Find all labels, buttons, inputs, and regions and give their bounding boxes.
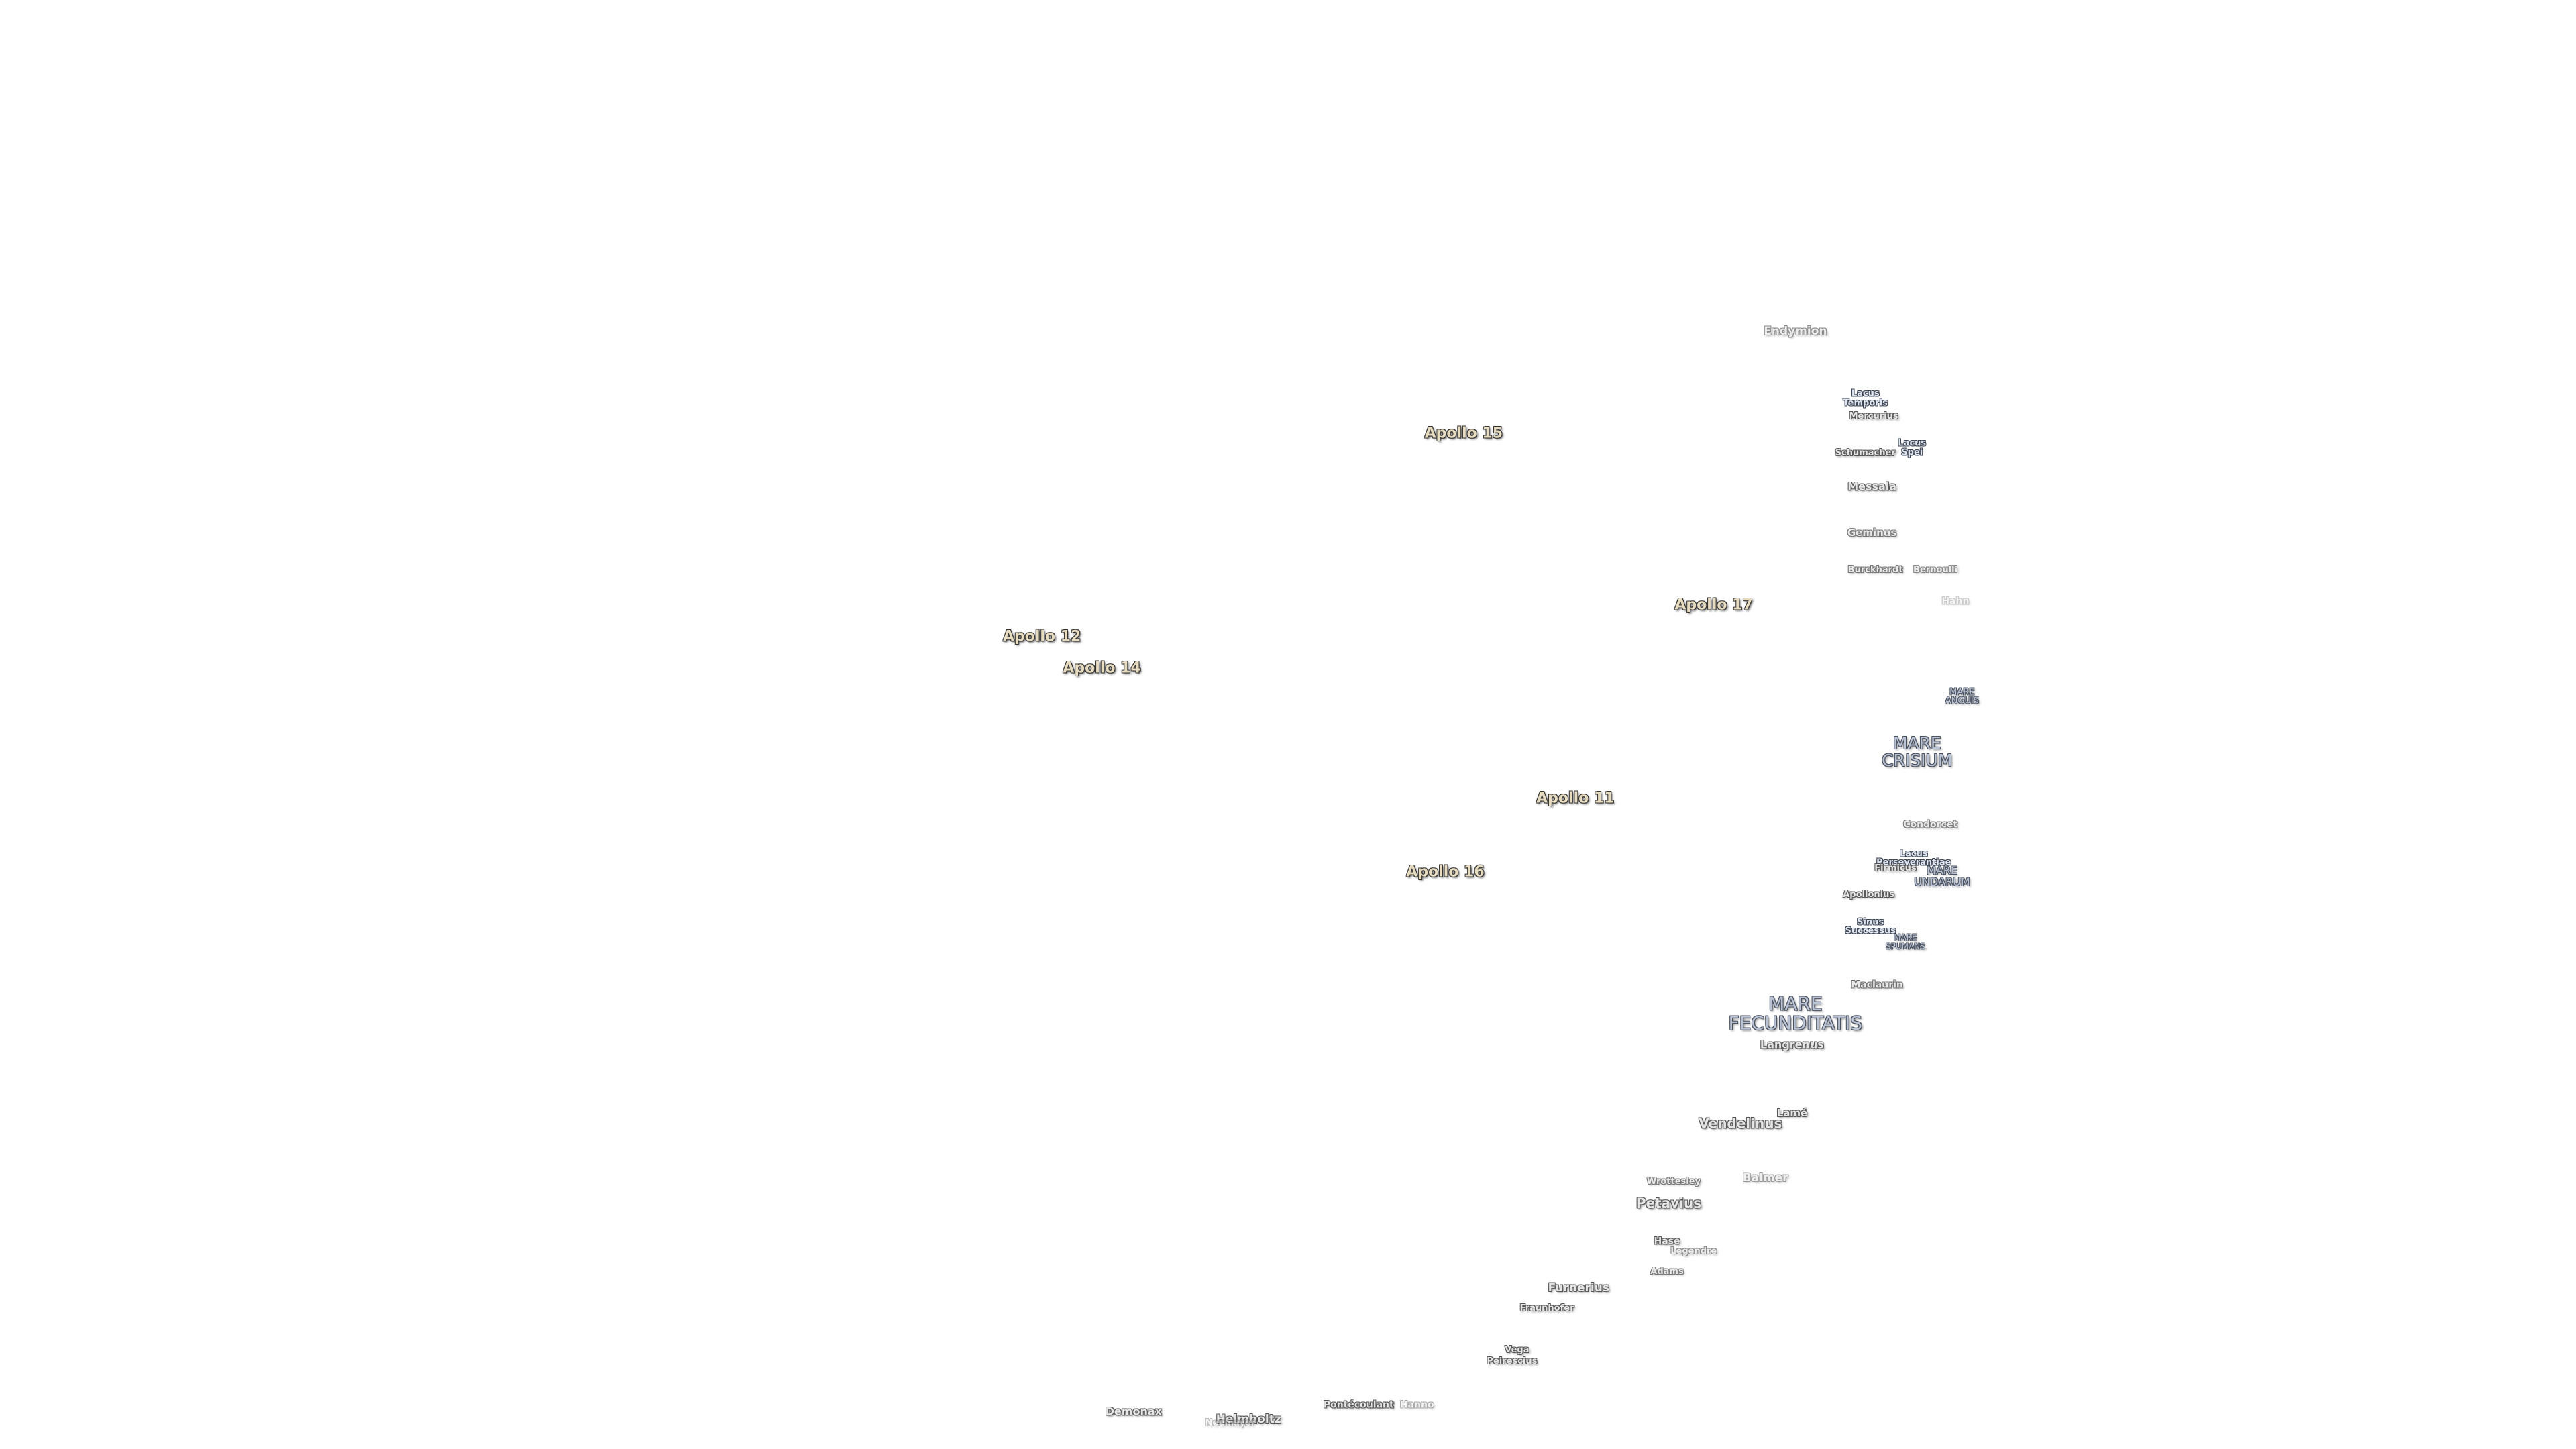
mare-label: MARE UNDARUM bbox=[1914, 864, 1970, 889]
crater-label: Apollonius bbox=[1843, 890, 1895, 900]
crater-label: Peirescius bbox=[1487, 1356, 1538, 1367]
lake-label: Lacus Temporis bbox=[1843, 388, 1888, 408]
crater-label: Lamé bbox=[1776, 1107, 1808, 1120]
mare-label: MARE CRISIUM bbox=[1882, 733, 1953, 770]
crater-label: Messala bbox=[1847, 480, 1897, 493]
crater-label: Bernoulli bbox=[1913, 565, 1958, 576]
crater-label: Burckhardt bbox=[1847, 565, 1903, 576]
apollo-site: Apollo 16 bbox=[1406, 863, 1485, 881]
crater-label: Maclaurin bbox=[1851, 979, 1903, 991]
crater-label: Mercurius bbox=[1849, 411, 1898, 422]
apollo-site: Apollo 17 bbox=[1674, 596, 1753, 614]
crater-label: Hase bbox=[1654, 1236, 1680, 1247]
apollo-site: Apollo 14 bbox=[1063, 659, 1141, 677]
crater-label: Fraunhofer bbox=[1519, 1303, 1574, 1313]
crater-label: Langrenus bbox=[1760, 1038, 1824, 1051]
crater-label: Pontécoulant bbox=[1323, 1399, 1394, 1411]
crater-label: Geminus bbox=[1847, 527, 1897, 539]
crater-label: Helmholtz bbox=[1216, 1413, 1281, 1427]
crater-label: Vega bbox=[1505, 1345, 1529, 1356]
crater-label: Adams bbox=[1650, 1267, 1684, 1277]
crater-label: Schumacher bbox=[1835, 448, 1896, 459]
apollo-site: Apollo 12 bbox=[1002, 628, 1081, 645]
mare-label: MARE FECUNDITATIS bbox=[1728, 992, 1863, 1034]
crater-label: Balmer bbox=[1742, 1171, 1788, 1185]
mare-label: MARE ANGUIS bbox=[1945, 687, 1979, 706]
lake-label: Sinus Successus bbox=[1845, 917, 1896, 936]
lake-label: Lacus Perseverantiae bbox=[1876, 849, 1951, 868]
crater-label: Hanno bbox=[1399, 1399, 1434, 1411]
crater-label: Demonax bbox=[1105, 1405, 1162, 1418]
crater-label: Furnerius bbox=[1548, 1281, 1609, 1295]
lake-label: Lacus Spei bbox=[1898, 438, 1927, 458]
crater-label: Neumayer bbox=[1205, 1418, 1256, 1429]
crater-label: Wrottesley bbox=[1646, 1177, 1701, 1187]
apollo-site: Apollo 11 bbox=[1536, 790, 1615, 807]
crater-label: Condorcet bbox=[1903, 819, 1958, 830]
crater-label: Endymion bbox=[1764, 324, 1827, 338]
crater-label: Legendre bbox=[1670, 1246, 1717, 1257]
mare-label: MARE SPUMANS bbox=[1885, 932, 1925, 951]
crater-label: Firmicus bbox=[1874, 863, 1917, 873]
crater-label: Hahn bbox=[1941, 596, 1970, 607]
crater-label: Vendelinus bbox=[1699, 1115, 1782, 1132]
crater-label: Petavius bbox=[1635, 1195, 1702, 1212]
apollo-site: Apollo 15 bbox=[1424, 425, 1503, 442]
